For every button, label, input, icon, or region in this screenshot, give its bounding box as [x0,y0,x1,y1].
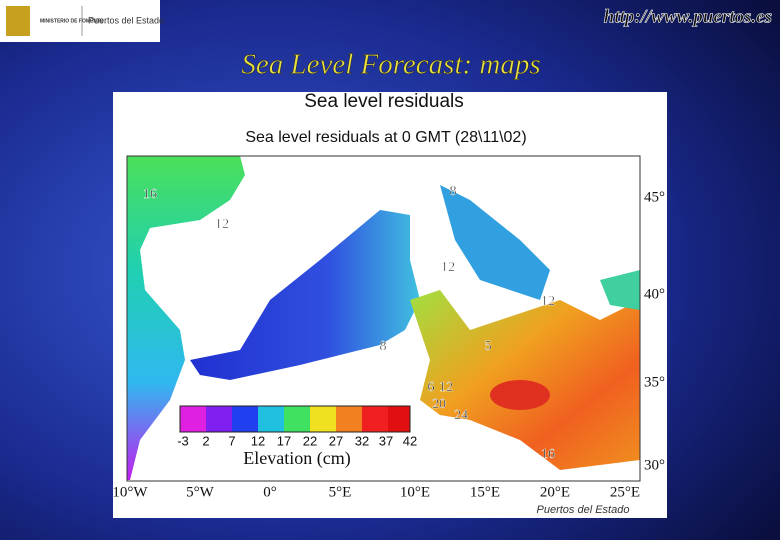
map-frame [126,155,641,482]
colorbar-cell [362,406,388,432]
colorbar-tick: 37 [379,433,393,448]
colorbar-tick: -3 [177,433,189,448]
eastern-med [410,290,640,470]
colorbar-tick: 2 [202,433,209,448]
contour-label: 16 [143,187,157,202]
contour-label: 12 [439,380,453,395]
colorbar-cell [232,406,258,432]
map-subtitle: Sea level residuals at 0 GMT (28\11\02) [245,129,526,146]
longitude-label: 0° [263,484,277,500]
colorbar-cell [388,406,410,432]
western-med [190,210,420,380]
colorbar-label: Elevation (cm) [243,448,350,469]
adriatic [440,185,550,300]
credit: Puertos del Estado [537,504,630,516]
latitude-label: 40° [644,286,665,302]
contour-label: 20 [432,397,446,412]
logo-agency: Puertos del Estado [88,15,164,25]
colorbar-tick: 17 [277,433,291,448]
colorbar-tick: 12 [251,433,265,448]
colorbar-cell [180,406,206,432]
colorbar-cell [258,406,284,432]
colorbar-tick: 22 [303,433,317,448]
logo-ministry: MINISTERIO DE FOMENTO [40,18,104,24]
slide-title: Sea Level Forecast: maps [241,49,540,81]
longitude-label: 20°E [540,484,570,500]
longitude-label: 15°E [470,484,500,500]
contour-label: 8 [450,184,457,199]
latitude-label: 30° [644,457,665,473]
contour-label: 24 [454,408,468,423]
longitude-label: 10°W [112,484,148,500]
contour-label: 8 [380,339,387,354]
longitude-label: 10°E [400,484,430,500]
url: http://www.puertos.es [604,6,772,27]
colorbar-frame [179,405,411,433]
longitude-label: 5°W [186,484,214,500]
contour-label: 12 [441,260,455,275]
atlantic [127,156,245,480]
aegean [600,270,640,310]
map-title: Sea level residuals [304,91,463,112]
colorbar-tick: 32 [355,433,369,448]
colorbar-cell [336,406,362,432]
latitude-label: 45° [644,189,665,205]
colorbar-tick: 27 [329,433,343,448]
colorbar-cell [206,406,232,432]
residual-maximum [490,380,550,410]
latitude-label: 35° [644,374,665,390]
colorbar-tick: 7 [228,433,235,448]
longitude-label: 5°E [329,484,352,500]
contour-label: 12 [215,217,229,232]
contour-label: 5 [485,339,492,354]
contour-label: 12 [541,294,555,309]
colorbar [179,405,411,433]
logo-crest [6,6,30,36]
contour-label: 16 [541,447,555,462]
colorbar-cell [284,406,310,432]
colorbar-cell [310,406,336,432]
colorbar-tick: 42 [403,433,417,448]
contour-label: 6 [428,380,435,395]
longitude-label: 25°E [610,484,640,500]
